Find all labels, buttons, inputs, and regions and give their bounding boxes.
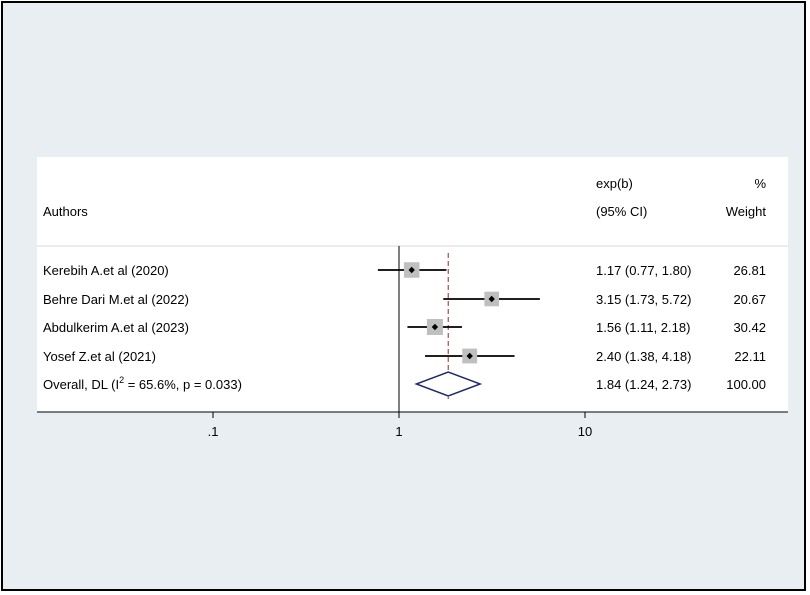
overall-label-prefix: Overall, DL (I [43, 377, 119, 392]
study-ci-text: 2.40 (1.38, 4.18) [596, 349, 691, 364]
forest-plot: Authors exp(b) (95% CI) % Weight Kerebih… [37, 157, 788, 439]
overall-ci-text: 1.84 (1.24, 2.73) [596, 377, 691, 392]
study-point-estimate [431, 323, 439, 331]
x-tick-label: 10 [578, 424, 592, 439]
study-ci-text: 1.17 (0.77, 1.80) [596, 263, 691, 278]
x-tick-label: 1 [395, 424, 402, 439]
overall-diamond [414, 371, 483, 397]
authors-header: Authors [43, 204, 88, 219]
study-point-estimate [488, 295, 495, 303]
study-row: Kerebih A.et al (2020) 1.17 (0.77, 1.80) 2… [43, 262, 766, 278]
plot-area [37, 157, 788, 412]
study-row: Abdulkerim A.et al (2023) 1.56 (1.11, 2.1… [43, 319, 766, 335]
study-row: Behre Dari M.et al (2022) 3.15 (1.73, 5.7… [43, 291, 766, 307]
ci-header: (95% CI) [596, 204, 647, 219]
weight-header: Weight [726, 204, 767, 219]
overall-label-superscript: 2 [119, 375, 124, 385]
x-axis-ticks: .1 1 10 [208, 412, 592, 439]
x-tick-label: .1 [208, 424, 219, 439]
study-rows: Kerebih A.et al (2020) 1.17 (0.77, 1.80) 2… [43, 262, 766, 364]
study-label: Behre Dari M.et al (2022) [43, 292, 189, 307]
study-label: Abdulkerim A.et al (2023) [43, 320, 189, 335]
study-weight-text: 20.67 [733, 292, 766, 307]
study-ci-text: 1.56 (1.11, 2.18) [596, 320, 690, 335]
overall-label: Overall, DL (I2 = 65.6%, p = 0.033) [43, 375, 242, 392]
study-point-estimate [408, 266, 415, 274]
overall-row: Overall, DL (I2 = 65.6%, p = 0.033) 1.84… [43, 371, 766, 397]
study-weight-text: 22.11 [734, 349, 766, 364]
overall-weight-text: 100.00 [726, 377, 766, 392]
study-ci-text: 3.15 (1.73, 5.72) [596, 292, 691, 307]
study-weight-text: 26.81 [733, 263, 766, 278]
study-weight-text: 30.42 [733, 320, 766, 335]
study-label: Yosef Z.et al (2021) [43, 349, 156, 364]
overall-label-suffix: = 65.6%, p = 0.033) [124, 377, 242, 392]
study-point-estimate [466, 352, 473, 360]
effect-header: exp(b) [596, 176, 633, 191]
study-row: Yosef Z.et al (2021) 2.40 (1.38, 4.18) 22.… [43, 348, 766, 364]
weight-percent-header: % [754, 176, 766, 191]
study-label: Kerebih A.et al (2020) [43, 263, 169, 278]
